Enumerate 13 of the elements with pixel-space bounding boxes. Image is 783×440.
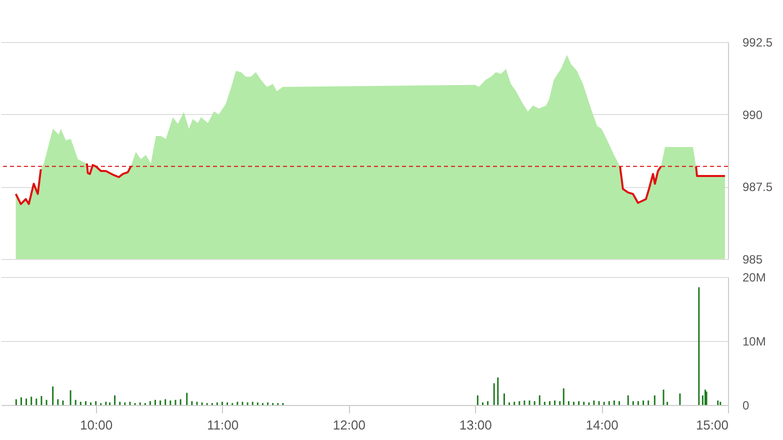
y-tick-label: 10M xyxy=(742,334,766,348)
x-tick-label: 12:00 xyxy=(332,418,366,432)
x-tick-label: 14:00 xyxy=(586,418,618,432)
y-tick-label: 20M xyxy=(742,270,766,284)
x-tick-label: 11:00 xyxy=(206,418,239,432)
y-tick-label: 0 xyxy=(742,398,750,412)
x-tick-label: 10:00 xyxy=(80,418,113,432)
y-tick-label: 992.5 xyxy=(742,36,773,50)
x-tick-label: 15:00 xyxy=(696,418,728,432)
y-tick-label: 987.5 xyxy=(742,180,773,194)
y-tick-label: 990 xyxy=(742,108,763,122)
x-tick-label: 13:00 xyxy=(459,418,492,432)
y-tick-label: 985 xyxy=(742,252,763,266)
